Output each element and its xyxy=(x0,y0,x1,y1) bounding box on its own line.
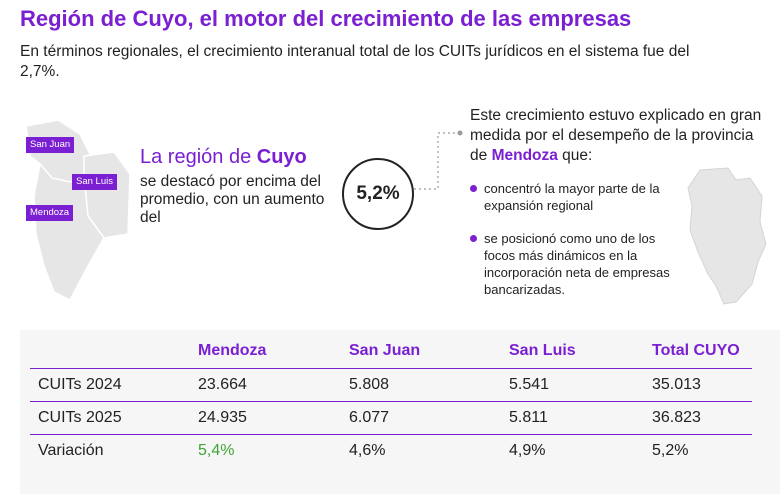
explain-highlight: Mendoza xyxy=(491,147,558,164)
table-row: Variación 5,4% 4,6% 4,9% 5,2% xyxy=(30,435,752,468)
bullet-list: concentró la mayor parte de la expansión… xyxy=(470,180,685,314)
table-row: CUITs 2024 23.664 5.808 5.541 35.013 xyxy=(30,368,752,402)
bullet-item: concentró la mayor parte de la expansión… xyxy=(470,180,685,214)
table-cell: 5.811 xyxy=(501,401,644,435)
bullet-item: se posicionó como uno de los focos más d… xyxy=(470,230,685,298)
explain-suffix: que: xyxy=(557,147,593,164)
table-cell-highlight: 5,4% xyxy=(198,442,235,459)
mendoza-shape xyxy=(33,162,105,301)
page-title: Región de Cuyo, el motor del crecimiento… xyxy=(20,6,632,31)
row-label: CUITs 2025 xyxy=(30,401,190,435)
map-label-mendoza: Mendoza xyxy=(26,205,74,221)
table-cell: 23.664 xyxy=(190,368,341,402)
map-label-san-juan: San Juan xyxy=(26,137,75,153)
table-cell: 35.013 xyxy=(644,368,752,402)
table-cell: 4,9% xyxy=(509,442,546,459)
bullet-text: se posicionó como uno de los focos más d… xyxy=(484,231,670,297)
table-cell: 5.808 xyxy=(341,368,501,402)
table-header-row: Mendoza San Juan San Luis Total CUYO xyxy=(30,336,752,369)
table-cell: 4,6% xyxy=(349,442,386,459)
column-header: Mendoza xyxy=(190,336,341,369)
explain-prefix: Este crecimiento estuvo explicado en gra… xyxy=(470,107,762,164)
bullet-text: concentró la mayor parte de la expansión… xyxy=(484,181,660,213)
mendoza-map xyxy=(687,167,767,305)
table-cell: 5,2% xyxy=(652,442,689,459)
bullet-dot-icon xyxy=(470,185,477,192)
row-label: CUITs 2024 xyxy=(30,368,190,402)
region-summary: La región de Cuyo se destacó por encima … xyxy=(140,146,340,227)
cuits-table: Mendoza San Juan San Luis Total CUYO CUI… xyxy=(30,336,752,467)
bullet-dot-icon xyxy=(470,235,477,242)
column-header: Total CUYO xyxy=(644,336,752,369)
table-cell: 24.935 xyxy=(190,401,341,435)
region-heading-name: Cuyo xyxy=(256,146,307,168)
cuyo-map xyxy=(25,119,131,301)
mendoza-explanation: Este crecimiento estuvo explicado en gra… xyxy=(470,106,770,166)
region-heading-prefix: La región de xyxy=(140,146,257,168)
table-cell: 6.077 xyxy=(341,401,501,435)
column-header: San Juan xyxy=(341,336,501,369)
table-cell: 5.541 xyxy=(501,368,644,402)
region-heading: La región de Cuyo xyxy=(140,146,340,169)
table-cell: 36.823 xyxy=(644,401,752,435)
dotted-connector xyxy=(414,130,463,190)
row-label: Variación xyxy=(38,442,104,459)
column-header xyxy=(30,336,190,369)
intro-text: En términos regionales, el crecimiento i… xyxy=(20,43,690,80)
region-body: se destacó por encima del promedio, con … xyxy=(140,173,325,226)
map-label-san-luis: San Luis xyxy=(72,174,117,190)
column-header: San Luis xyxy=(501,336,644,369)
growth-circle: 5,2% xyxy=(342,158,414,230)
table-row: CUITs 2025 24.935 6.077 5.811 36.823 xyxy=(30,401,752,435)
